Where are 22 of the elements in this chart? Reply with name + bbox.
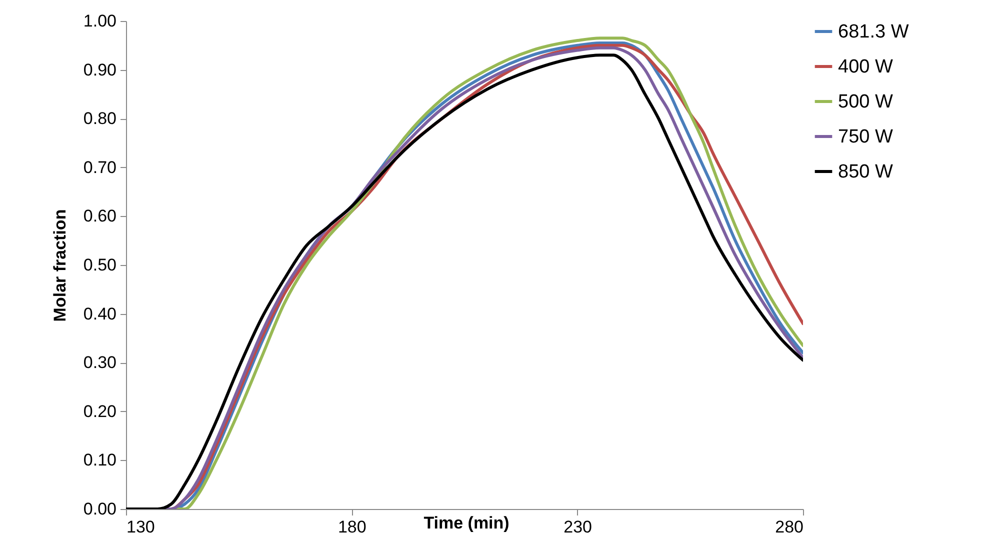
y-tick-label: 0.70	[83, 158, 116, 177]
legend-label: 850 W	[838, 162, 893, 182]
y-tick-label: 0.60	[83, 206, 116, 226]
y-tick-label: 0.40	[83, 304, 116, 324]
x-axis-title: Time (min)	[424, 514, 510, 532]
y-tick-label: 0.50	[83, 256, 116, 274]
x-tick-label: 130	[126, 518, 155, 536]
y-tick-label: 0.20	[83, 402, 116, 421]
y-tick-label: 0.00	[83, 500, 116, 518]
y-tick-label: 0.30	[83, 353, 116, 372]
x-tick-label: 230	[564, 518, 592, 536]
x-tick-label: 280	[775, 518, 804, 536]
legend-label: 681.3 W	[838, 22, 909, 42]
y-axis-title: Molar fraction	[50, 209, 70, 322]
y-tick-label: 0.10	[83, 450, 116, 470]
legend-label: 400 W	[838, 56, 893, 78]
x-tick-label: 180	[338, 518, 366, 536]
y-tick-label: 0.80	[83, 109, 116, 128]
legend-label: 500 W	[838, 92, 893, 112]
y-tick-label: 0.90	[83, 60, 116, 80]
y-tick-label: 1.00	[83, 12, 116, 30]
legend-label: 750 W	[838, 126, 893, 148]
